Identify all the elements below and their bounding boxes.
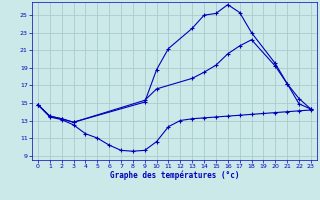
X-axis label: Graphe des températures (°c): Graphe des températures (°c) xyxy=(110,171,239,180)
